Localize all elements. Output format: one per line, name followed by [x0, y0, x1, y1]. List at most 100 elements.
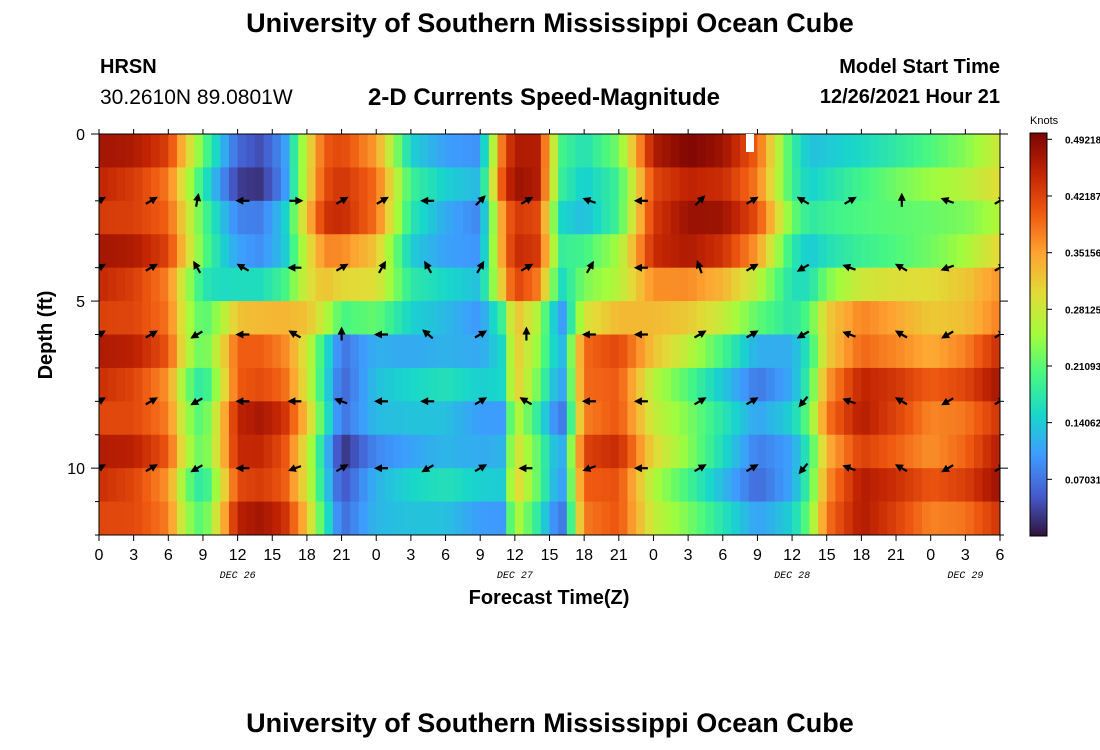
- heat-cell: [272, 134, 282, 169]
- heat-cell: [480, 434, 490, 469]
- heat-cell: [696, 401, 707, 436]
- heat-cell: [419, 434, 429, 469]
- current-vector: [844, 196, 857, 205]
- date-label: DEC 29: [947, 571, 983, 582]
- heat-cell: [480, 468, 490, 503]
- heat-cell: [540, 468, 551, 503]
- heat-cell: [272, 401, 282, 436]
- heat-cell: [774, 401, 785, 436]
- heat-cell: [514, 134, 525, 169]
- heat-cell: [809, 167, 819, 202]
- heat-cell: [662, 468, 672, 503]
- heat-cell: [462, 401, 473, 436]
- heat-cell: [939, 468, 949, 503]
- heat-cell: [367, 334, 377, 369]
- heat-cell: [176, 267, 187, 302]
- heat-cell: [601, 200, 611, 235]
- heat-cell: [549, 167, 559, 202]
- heat-cell: [419, 468, 429, 503]
- x-tick-label: 12: [783, 547, 801, 564]
- heat-cell: [358, 301, 369, 336]
- heat-cell: [714, 501, 724, 535]
- heat-cell: [99, 200, 109, 235]
- current-vector: [145, 196, 158, 205]
- heat-cell: [202, 468, 213, 503]
- heat-cell: [350, 334, 360, 369]
- heat-cell: [228, 501, 239, 535]
- heat-cell: [168, 200, 178, 235]
- x-axis-label: Forecast Time(Z): [469, 587, 630, 609]
- heat-cell: [306, 134, 317, 169]
- colorbar-tick-label: 0.28125: [1065, 305, 1100, 316]
- heat-cell: [332, 434, 343, 469]
- heat-cell: [358, 234, 369, 269]
- heat-cell: [228, 234, 239, 269]
- current-vector: [581, 397, 596, 406]
- heat-cell: [436, 234, 447, 269]
- heat-cell: [488, 501, 499, 535]
- heat-cell: [523, 334, 533, 369]
- heat-cell: [523, 501, 533, 535]
- heat-cell: [549, 200, 559, 235]
- heat-cell: [800, 234, 810, 269]
- heat-cell: [506, 301, 516, 336]
- heat-cell: [748, 234, 759, 269]
- heat-cell: [896, 134, 906, 169]
- heat-cell: [566, 167, 577, 202]
- heat-cell: [870, 401, 880, 436]
- heat-cell: [965, 468, 975, 503]
- heat-cell: [757, 301, 767, 336]
- heat-cell: [471, 334, 481, 369]
- heat-cell: [480, 200, 490, 235]
- heat-cell: [488, 167, 499, 202]
- surface-marker: [746, 134, 754, 152]
- heat-cell: [722, 468, 733, 503]
- x-tick-label: 9: [753, 547, 762, 564]
- heat-cell: [532, 401, 542, 436]
- heat-cell: [592, 367, 603, 402]
- heat-cell: [904, 200, 914, 235]
- heat-cell: [826, 367, 836, 402]
- heat-cell: [133, 167, 143, 202]
- heat-cell: [384, 200, 395, 235]
- heat-cell: [540, 401, 551, 436]
- heat-cell: [376, 367, 386, 402]
- x-tick-label: 12: [229, 547, 247, 564]
- heat-cell: [315, 468, 325, 503]
- heat-cell: [696, 134, 707, 169]
- heat-cell: [211, 301, 221, 336]
- heat-cell: [974, 234, 984, 269]
- heat-cell: [800, 401, 810, 436]
- heat-cell: [99, 301, 109, 336]
- y-axis: 0 5 10: [67, 127, 1008, 536]
- heat-cell: [956, 468, 966, 503]
- heat-cell: [393, 234, 403, 269]
- heat-cell: [289, 367, 299, 402]
- heat-cell: [540, 267, 551, 302]
- heat-cell: [714, 267, 724, 302]
- heat-cell: [653, 200, 663, 235]
- heat-cell: [315, 334, 325, 369]
- heat-cell: [228, 167, 239, 202]
- heat-cell: [705, 367, 715, 402]
- heat-cell: [991, 367, 1000, 402]
- heat-cell: [246, 200, 256, 235]
- heat-cell: [176, 367, 187, 402]
- heat-cell: [627, 401, 637, 436]
- heat-cell: [584, 434, 594, 469]
- current-vector: [335, 464, 349, 473]
- heat-cell: [306, 267, 317, 302]
- heat-cell: [558, 468, 568, 503]
- heat-cell: [436, 367, 447, 402]
- heat-cell: [393, 501, 403, 535]
- heat-cell: [254, 301, 265, 336]
- heat-cell: [714, 468, 724, 503]
- heat-cell: [142, 200, 152, 235]
- heat-cell: [549, 401, 559, 436]
- heat-cell: [228, 468, 239, 503]
- heat-cell: [194, 401, 204, 436]
- heat-cell: [740, 234, 750, 269]
- heat-cell: [783, 234, 793, 269]
- heat-cell: [341, 501, 351, 535]
